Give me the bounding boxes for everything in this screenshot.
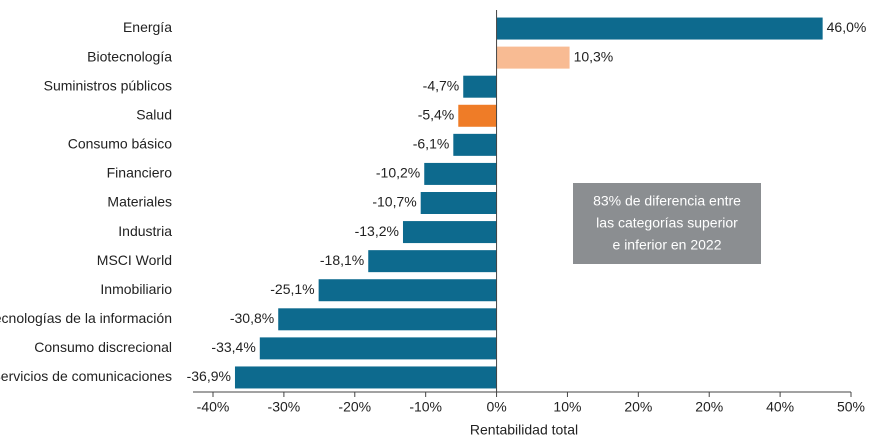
value-label: -6,1% xyxy=(413,136,450,152)
x-tick-label: -30% xyxy=(268,399,301,415)
value-label: -33,4% xyxy=(211,339,255,355)
value-label: -25,1% xyxy=(270,281,314,297)
value-label: -18,1% xyxy=(320,252,364,268)
bar xyxy=(458,104,497,127)
category-label: Salud xyxy=(136,106,172,122)
annotation-box xyxy=(573,183,761,264)
annotation-text: las categorías superior xyxy=(596,215,738,231)
category-label: Consumo básico xyxy=(68,136,172,152)
value-label: -10,2% xyxy=(376,165,420,181)
value-label: -30,8% xyxy=(230,310,274,326)
category-label: Consumo discrecional xyxy=(34,339,172,355)
value-label: -10,7% xyxy=(372,194,416,210)
bar xyxy=(424,162,497,185)
x-tick-label: 40% xyxy=(766,399,794,415)
annotation-text: 83% de diferencia entre xyxy=(593,193,741,209)
x-tick-label: 20% xyxy=(695,399,723,415)
bar xyxy=(496,46,570,69)
category-label: Inmobiliario xyxy=(100,281,172,297)
x-tick-label: -40% xyxy=(197,399,230,415)
bar xyxy=(368,250,497,273)
bar xyxy=(318,279,497,302)
bar xyxy=(496,17,823,40)
category-label: Suministros públicos xyxy=(44,77,172,93)
value-label: -4,7% xyxy=(423,77,460,93)
category-label: Materiales xyxy=(107,194,172,210)
category-label: MSCI World xyxy=(97,252,172,268)
x-tick-label: -10% xyxy=(409,399,442,415)
annotation-text: e inferior en 2022 xyxy=(613,237,722,253)
x-tick-label: 0% xyxy=(486,399,506,415)
category-label: Industria xyxy=(118,223,172,239)
x-tick-label: 50% xyxy=(837,399,865,415)
bar xyxy=(259,337,497,360)
category-label: Energía xyxy=(123,19,172,35)
bar xyxy=(420,192,497,214)
x-tick-label: 10% xyxy=(553,399,581,415)
bar xyxy=(234,366,497,389)
category-label: Biotecnología xyxy=(87,48,172,64)
value-label: 10,3% xyxy=(574,48,614,64)
bar xyxy=(453,133,497,156)
value-label: 46,0% xyxy=(827,19,867,35)
value-label: -36,9% xyxy=(187,368,231,384)
category-label: Tecnologías de la información xyxy=(0,310,172,326)
x-tick-label: -20% xyxy=(338,399,371,415)
category-label: Financiero xyxy=(107,165,173,181)
category-label: Servicios de comunicaciones xyxy=(0,368,172,384)
x-axis-title: Rentabilidad total xyxy=(470,422,578,438)
bar xyxy=(278,308,497,331)
x-tick-label: 20% xyxy=(624,399,652,415)
bar xyxy=(463,75,497,98)
value-label: -13,2% xyxy=(355,223,399,239)
value-label: -5,4% xyxy=(418,106,455,122)
bar xyxy=(402,221,497,244)
